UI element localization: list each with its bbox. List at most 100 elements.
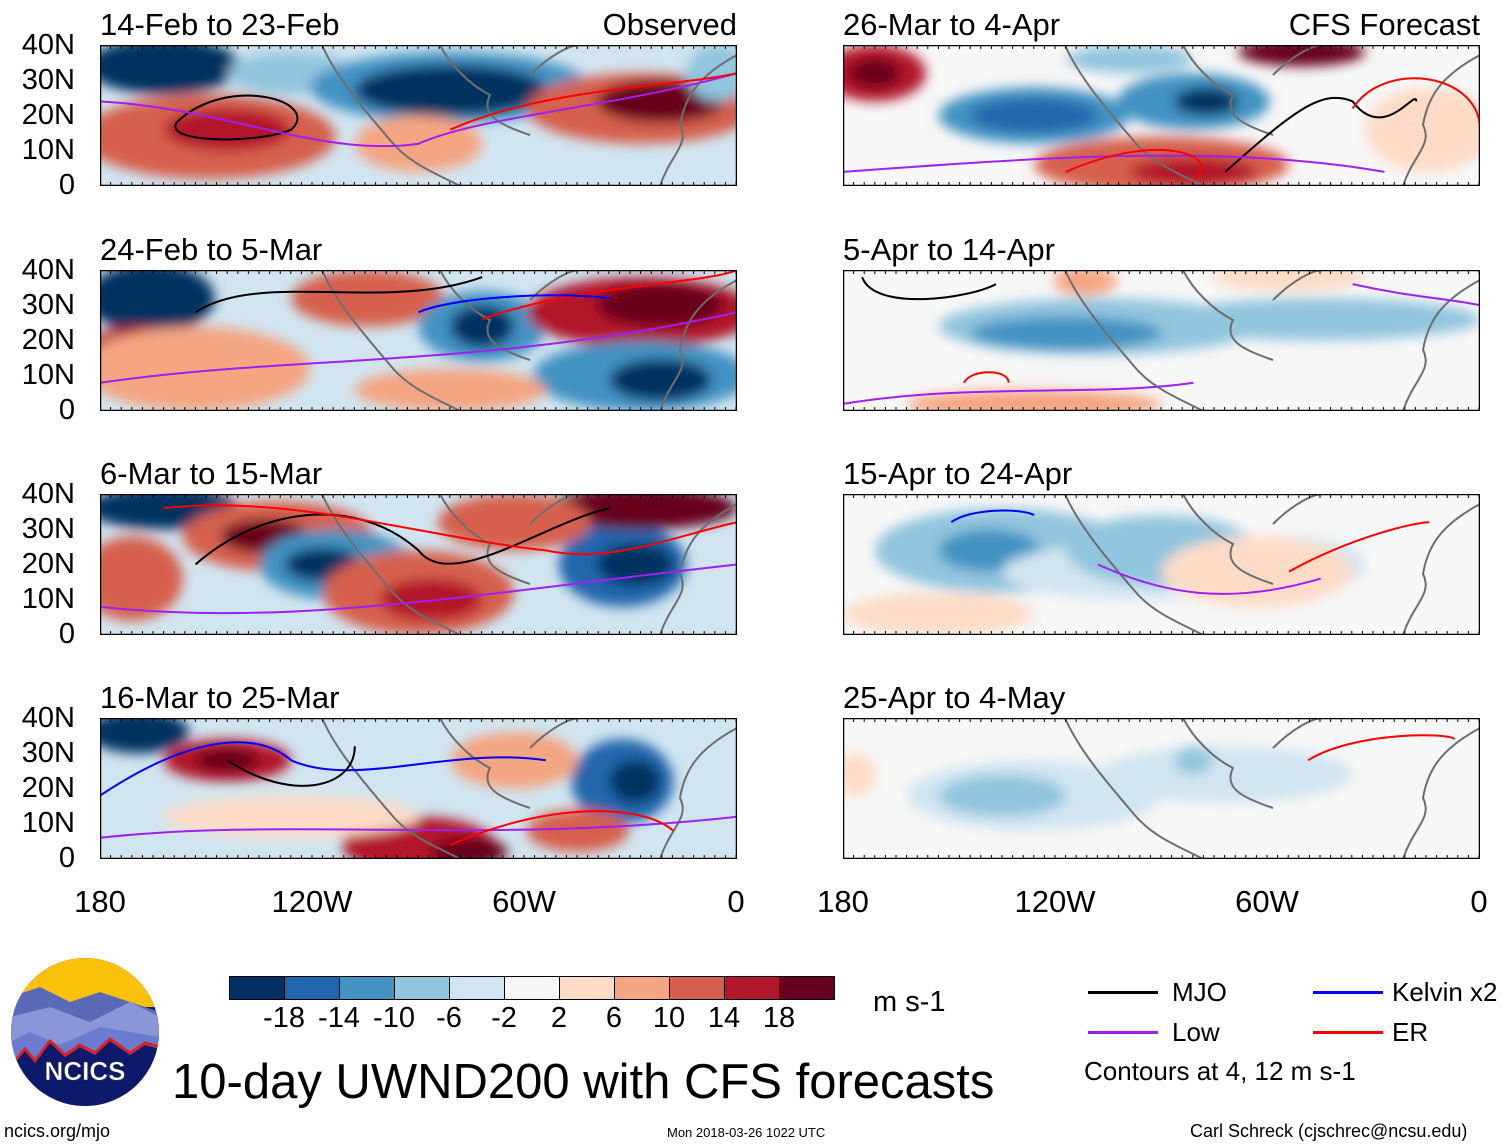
wind-anomaly-region <box>354 64 546 116</box>
wind-anomaly-region <box>970 98 1098 133</box>
wind-anomaly-region <box>100 45 241 95</box>
map-panel <box>100 270 737 411</box>
wind-anomaly-region <box>450 305 515 348</box>
y-tick-label: 40N <box>21 478 75 510</box>
contour-line <box>1351 77 1480 130</box>
contour-line <box>194 276 483 314</box>
contour-line <box>1288 521 1430 573</box>
coastline <box>1064 45 1480 186</box>
x-tick-label: 120W <box>1014 884 1096 919</box>
x-tick-label: 0 <box>727 884 745 919</box>
panel-title: 26-Mar to 4-Apr <box>843 7 1061 42</box>
wind-anomaly-region <box>163 795 419 838</box>
map-panel <box>843 494 1480 635</box>
contour-line <box>861 276 997 301</box>
wind-anomaly-region <box>1212 270 1366 292</box>
colorbar-label: 18 <box>762 1002 796 1034</box>
y-tick-label: 10N <box>21 134 75 166</box>
map-panel <box>100 718 737 859</box>
legend-low: Low <box>1172 1017 1220 1047</box>
colorbar-swatch <box>450 977 505 999</box>
wind-anomaly-region <box>609 358 712 402</box>
wind-anomaly-region <box>545 494 737 530</box>
colorbar-label: -18 <box>263 1002 305 1034</box>
panel-title: 16-Mar to 25-Mar <box>100 680 340 715</box>
x-tick-label: 60W <box>492 884 556 919</box>
map-panel <box>843 45 1480 186</box>
colorbar-swatch <box>340 977 395 999</box>
colorbar-swatch <box>505 977 560 999</box>
map-panel <box>843 718 1480 859</box>
colorbar-swatch <box>560 977 615 999</box>
wind-anomaly-region <box>1097 746 1353 803</box>
contour-line <box>100 311 737 384</box>
panel-title: 14-Feb to 23-Feb <box>100 7 340 42</box>
panel-title: 25-Apr to 4-May <box>843 680 1066 715</box>
contour-line <box>481 270 737 321</box>
contour-line <box>950 509 1035 524</box>
coastline <box>321 494 737 635</box>
legend-kelvin: Kelvin x2 <box>1392 977 1498 1007</box>
x-tick-label: 120W <box>271 884 353 919</box>
panel-title: 24-Feb to 5-Mar <box>100 232 323 267</box>
colorbar-swatch <box>230 977 285 999</box>
wind-anomaly-region <box>1161 298 1480 341</box>
contour-line <box>1097 563 1322 595</box>
coastline <box>321 45 737 186</box>
colorbar-label: -10 <box>373 1002 415 1034</box>
x-tick-label: 180 <box>817 884 869 919</box>
y-tick-label: 30N <box>21 513 75 545</box>
coastline <box>1064 494 1480 635</box>
contour-line <box>843 154 1385 173</box>
coastline <box>1064 270 1480 411</box>
colorbar-label: -14 <box>318 1002 360 1034</box>
wind-anomaly-region <box>1365 87 1480 172</box>
wind-anomaly-region <box>163 108 292 151</box>
y-tick-label: 0 <box>58 169 75 201</box>
contour-line <box>449 810 674 846</box>
colorbar-label: 6 <box>605 1002 623 1034</box>
wind-anomaly-region <box>843 592 1035 635</box>
footer-timestamp: Mon 2018-03-26 1022 UTC <box>667 1125 826 1140</box>
wind-anomaly-region <box>1161 536 1353 607</box>
colorbar-label: 2 <box>550 1002 568 1034</box>
colorbar <box>229 976 835 1000</box>
y-tick-label: 30N <box>21 289 75 321</box>
contour-line <box>1307 734 1456 762</box>
x-tick-label: 60W <box>1235 884 1299 919</box>
legend-low-line <box>1088 1031 1158 1034</box>
contour-line <box>174 94 299 141</box>
legend-kelvin-line <box>1313 991 1383 994</box>
legend-mjo-line <box>1088 991 1158 994</box>
wind-anomaly-region <box>609 760 661 803</box>
wind-anomaly-region <box>1065 45 1194 74</box>
y-tick-label: 20N <box>21 324 75 356</box>
contour-line <box>1065 149 1203 180</box>
contour-line <box>418 294 610 314</box>
colorbar-label: -6 <box>436 1002 462 1034</box>
y-tick-label: 0 <box>58 842 75 874</box>
coastline <box>321 270 737 411</box>
y-tick-label: 30N <box>21 737 75 769</box>
panel-title: 5-Apr to 14-Apr <box>843 232 1055 267</box>
wind-anomaly-region <box>970 316 1162 351</box>
contour-line <box>100 563 737 615</box>
y-tick-label: 0 <box>58 394 75 426</box>
x-tick-label: 0 <box>1470 884 1488 919</box>
contour-line <box>163 504 737 556</box>
colorbar-swatch <box>395 977 450 999</box>
contour-line <box>100 72 737 148</box>
contour-line <box>1352 283 1480 307</box>
wind-anomaly-region <box>100 536 183 621</box>
footer-url[interactable]: ncics.org/mjo <box>4 1121 111 1141</box>
y-tick-label: 20N <box>21 772 75 804</box>
contour-line <box>449 72 737 131</box>
wind-anomaly-region <box>354 368 546 411</box>
y-tick-label: 20N <box>21 99 75 131</box>
wind-anomaly-region <box>1053 270 1117 296</box>
wind-anomaly-region <box>526 809 629 852</box>
map-panel <box>843 270 1480 411</box>
colorbar-label: 10 <box>652 1002 686 1034</box>
colorbar-label: -2 <box>491 1002 517 1034</box>
column-label: Observed <box>602 7 737 42</box>
